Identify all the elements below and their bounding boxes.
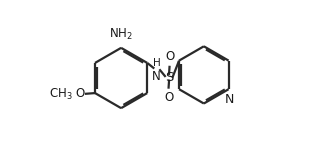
Text: NH$_2$: NH$_2$ bbox=[109, 27, 133, 42]
Text: O: O bbox=[75, 87, 84, 100]
Text: S: S bbox=[165, 71, 173, 84]
Text: H: H bbox=[153, 58, 161, 68]
Text: CH$_3$: CH$_3$ bbox=[49, 87, 73, 102]
Text: N: N bbox=[152, 70, 161, 83]
Text: N: N bbox=[225, 93, 235, 106]
Text: O: O bbox=[164, 91, 173, 104]
Text: O: O bbox=[165, 50, 174, 63]
